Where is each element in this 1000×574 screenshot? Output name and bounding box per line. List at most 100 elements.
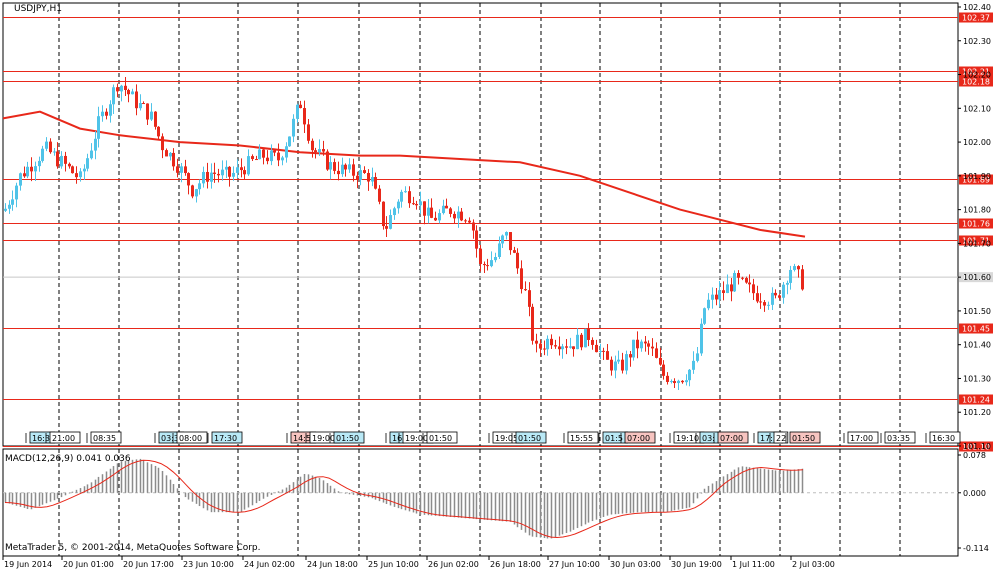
event-tag[interactable]: 21:00 — [45, 431, 81, 444]
event-tag-label: 17:00 — [850, 434, 873, 443]
event-tag[interactable]: 17:00 — [843, 431, 879, 444]
price-tick-label: 102.20 — [963, 71, 991, 80]
candle-body — [8, 204, 11, 209]
candle-body — [419, 201, 422, 206]
time-tick-label: 25 Jun 10:00 — [368, 560, 419, 569]
candle-body — [277, 152, 280, 161]
candle-body — [531, 306, 534, 341]
event-tag[interactable]: 19:10 — [669, 431, 705, 444]
event-tag-box — [333, 431, 365, 444]
candle-body — [550, 338, 553, 346]
event-tag[interactable]: 03:35 — [880, 431, 916, 444]
candle-body — [670, 381, 673, 383]
candle-body — [640, 341, 643, 349]
candle-body — [748, 282, 751, 285]
event-tag[interactable]: 17:30 — [207, 431, 243, 444]
candle-body — [382, 201, 385, 227]
level-price-tag — [959, 235, 993, 246]
event-tag-label: 17:30 — [214, 434, 237, 443]
candle-body — [400, 191, 403, 202]
event-tag[interactable]: 16:30 — [925, 431, 961, 444]
candle-body — [127, 89, 130, 95]
candle-body — [415, 203, 418, 206]
candle-body — [49, 141, 52, 153]
event-tag[interactable]: 07:00 — [620, 431, 656, 444]
level-price-label: 102.18 — [962, 78, 990, 87]
candle-body — [318, 149, 321, 153]
candle-body — [793, 266, 796, 270]
candle-body — [184, 166, 187, 174]
candle-body — [520, 268, 523, 290]
event-tag[interactable]: 01:50 — [329, 431, 365, 444]
event-tag[interactable]: 01:50 — [785, 431, 821, 444]
candle-body — [516, 252, 519, 269]
macd-label: MACD(12,26,9) 0.041 0.036 — [5, 454, 131, 464]
event-tag[interactable]: 07:00 — [713, 431, 749, 444]
candle-body — [696, 353, 699, 361]
candle-body — [120, 85, 123, 92]
price-axis: 102.40102.30102.20102.10102.00101.90101.… — [958, 3, 991, 451]
candle-body — [255, 159, 258, 161]
event-tag[interactable]: 01:50 — [422, 431, 458, 444]
event-tag[interactable]: 08:00 — [172, 431, 208, 444]
candle-body — [774, 292, 777, 296]
event-tag-label: 01:50 — [792, 434, 815, 443]
candle-body — [733, 272, 736, 292]
candle-body — [737, 272, 740, 278]
price-tick-label: 102.30 — [963, 37, 991, 46]
candle-body — [587, 328, 590, 340]
candle-body — [543, 348, 546, 350]
time-tick-label: 24 Jun 02:00 — [244, 560, 295, 569]
event-tag-box — [847, 431, 879, 444]
candle-body — [625, 354, 628, 371]
candle-body — [711, 294, 714, 300]
event-tag-box — [884, 431, 916, 444]
event-tag[interactable]: 01:50 — [511, 431, 547, 444]
candle-body — [169, 152, 172, 157]
macd-frame — [2, 448, 959, 557]
candle-body — [258, 149, 261, 160]
event-tag-label: 01:5 — [605, 434, 623, 443]
event-tags[interactable]: 16:3 21:00 08:35 03:3 08:00 17:30 14:5 19:00 01:… — [25, 431, 961, 444]
event-tag-label: 14:5 — [293, 434, 311, 443]
candle-body — [60, 155, 63, 167]
level-price-label: 101.89 — [962, 176, 990, 185]
time-tick-label: 20 Jun 01:00 — [63, 560, 114, 569]
candle-body — [524, 289, 527, 291]
candle-body — [700, 323, 703, 354]
candle-body — [606, 351, 609, 360]
time-tick-label: 30 Jun 19:00 — [671, 560, 722, 569]
candle-body — [270, 150, 273, 162]
candle-body — [584, 328, 587, 348]
candle-body — [475, 230, 478, 249]
candle-body — [385, 226, 388, 229]
event-tag[interactable]: 22 — [769, 431, 789, 444]
event-tag[interactable]: 15:55 — [563, 431, 599, 444]
candle-body — [109, 104, 112, 116]
candle-body — [23, 173, 26, 177]
candle-body — [763, 302, 766, 306]
candle-body — [124, 85, 127, 90]
candle-body — [116, 87, 119, 92]
macd-panel[interactable] — [2, 448, 959, 557]
candle-body — [217, 173, 220, 176]
event-tag-box — [929, 431, 961, 444]
candle-body — [232, 172, 235, 177]
candle-body — [4, 208, 7, 211]
candle-body — [412, 203, 415, 205]
macd-tick-label: 0.078 — [963, 451, 986, 460]
candle-body — [374, 177, 377, 189]
event-tag[interactable]: 08:35 — [86, 431, 122, 444]
candle-body — [150, 111, 153, 120]
candle-body — [86, 158, 89, 169]
event-tag[interactable]: 01:5 — [598, 431, 629, 444]
candle-body — [198, 183, 201, 190]
event-tag-label: 22 — [776, 434, 786, 443]
candle-body — [202, 171, 205, 184]
candle-body — [206, 171, 209, 182]
candle-body — [599, 350, 602, 353]
candle-body — [176, 166, 179, 173]
event-tag-label: 15:55 — [570, 434, 593, 443]
